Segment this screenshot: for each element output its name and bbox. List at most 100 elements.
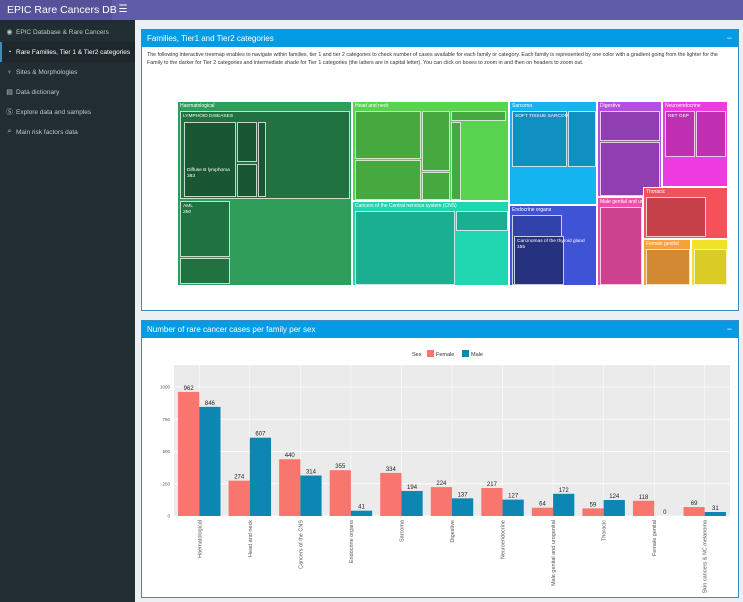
sidebar-item-risk-factors[interactable]: ⌕ Main risk factors data bbox=[0, 122, 135, 142]
category-tile[interactable] bbox=[451, 111, 506, 121]
bar-female bbox=[279, 459, 301, 516]
bar-female bbox=[178, 391, 200, 516]
sidebar-item-label: Explore data and samples bbox=[16, 108, 92, 116]
sidebar-item-rare-families[interactable]: ◔ Rare Families, Tier 1 & Tier2 categorie… bbox=[0, 42, 135, 62]
sidebar-item-sites-morphologies[interactable]: ♀ Sites & Morphologies bbox=[0, 62, 135, 82]
bar-male bbox=[350, 510, 373, 516]
family-tile[interactable]: Male genital and urogenital bbox=[597, 197, 643, 286]
category-tile[interactable] bbox=[600, 207, 642, 285]
menu-toggle-icon[interactable]: ☰ bbox=[118, 4, 128, 15]
category-tile[interactable] bbox=[600, 111, 660, 141]
category-tile[interactable]: AML 250 bbox=[180, 201, 230, 257]
book-icon: ▤ bbox=[6, 89, 13, 96]
treemap-description: The following interactive treemap enable… bbox=[147, 52, 718, 66]
x-tick-label: Endocrine organs bbox=[349, 520, 355, 563]
category-tile[interactable]: NET GEP bbox=[665, 111, 695, 157]
family-tile[interactable]: Digestive bbox=[597, 101, 662, 197]
bar-value-label: 137 bbox=[458, 492, 469, 498]
bar-value-label: 124 bbox=[609, 494, 620, 500]
family-label: Endocrine organs bbox=[512, 207, 552, 213]
category-tile[interactable]: SOFT TISSUE SARCOMA bbox=[512, 111, 572, 167]
category-tile[interactable] bbox=[237, 122, 257, 162]
category-tile[interactable]: Diffuse B lymphoma 383 bbox=[184, 122, 236, 197]
category-tile[interactable] bbox=[355, 111, 421, 159]
bar-value-label: 69 bbox=[691, 501, 698, 507]
family-tile[interactable]: Head and neck bbox=[352, 101, 509, 201]
bar-female bbox=[481, 488, 503, 516]
category-tile[interactable] bbox=[646, 249, 690, 285]
family-label: Thoracic bbox=[646, 189, 666, 195]
bar-value-label: 962 bbox=[184, 386, 195, 392]
sidebar-item-label: Data dictionary bbox=[16, 88, 60, 96]
category-tile[interactable]: LYMPHOID DISEASES Diffuse B lymphoma 383 bbox=[180, 111, 350, 199]
collapse-icon[interactable]: − bbox=[726, 324, 732, 334]
treemap[interactable]: Haematological LYMPHOID DISEASES Diffuse B… bbox=[177, 101, 729, 286]
family-label: Cancers of the Central nervous system (C… bbox=[355, 203, 457, 209]
category-tile[interactable] bbox=[422, 111, 450, 171]
category-tile[interactable] bbox=[451, 122, 461, 200]
category-count: 250 bbox=[183, 210, 192, 215]
category-tile[interactable] bbox=[422, 172, 450, 200]
family-label: Female genital bbox=[646, 241, 679, 247]
sidebar-item-epic-database[interactable]: ◉ EPIC Database & Rare Cancers bbox=[0, 22, 135, 42]
x-tick-label: Cancers of the CNS bbox=[298, 520, 304, 569]
s-circle-icon: Ⓢ bbox=[6, 109, 13, 116]
family-label: Male genital and urogenital bbox=[600, 199, 643, 205]
bar-value-label: 314 bbox=[306, 469, 317, 475]
bar-female bbox=[430, 487, 452, 516]
family-tile[interactable]: Female genital bbox=[643, 239, 691, 286]
family-tile[interactable]: Cancers of the Central nervous system (C… bbox=[352, 201, 509, 286]
bar-male bbox=[401, 490, 423, 516]
bar-value-label: 355 bbox=[335, 464, 346, 470]
sidebar-item-explore-data[interactable]: Ⓢ Explore data and samples bbox=[0, 102, 135, 122]
category-label: NET GEP bbox=[668, 114, 689, 119]
family-tile[interactable]: Endocrine organs Carcinomas of the thyroi… bbox=[509, 205, 597, 286]
bar-male bbox=[452, 498, 474, 516]
bar-female bbox=[380, 472, 402, 516]
sidebar-item-label: Rare Families, Tier 1 & Tier2 categories bbox=[16, 48, 131, 56]
bar-value-label: 224 bbox=[436, 481, 447, 487]
category-tile[interactable] bbox=[568, 111, 596, 167]
y-tick-label: 750 bbox=[162, 417, 170, 422]
app-title[interactable]: EPIC Rare Cancers DB bbox=[0, 0, 117, 20]
female-icon: ♀ bbox=[6, 68, 13, 76]
category-tile[interactable] bbox=[646, 197, 706, 237]
family-tile[interactable]: Haematological LYMPHOID DISEASES Diffuse B… bbox=[177, 101, 352, 286]
family-tile[interactable] bbox=[691, 239, 728, 286]
family-tile[interactable]: Sarcoma SOFT TISSUE SARCOMA bbox=[509, 101, 597, 205]
bar-male bbox=[502, 499, 524, 516]
bar-female bbox=[329, 470, 351, 516]
family-tile[interactable]: Neuroendocrine NET GEP bbox=[662, 101, 728, 187]
legend-swatch bbox=[462, 350, 469, 357]
category-tile[interactable] bbox=[456, 211, 508, 231]
sidebar-item-label: Sites & Morphologies bbox=[16, 68, 78, 76]
y-tick-label: 0 bbox=[167, 514, 170, 519]
sidebar-item-data-dictionary[interactable]: ▤ Data dictionary bbox=[0, 82, 135, 102]
treemap-box-title: Families, Tier1 and Tier2 categories bbox=[147, 34, 274, 43]
bar-value-label: 127 bbox=[508, 494, 519, 500]
bar-female bbox=[531, 507, 554, 516]
category-label: Diffuse B lymphoma 383 bbox=[187, 168, 230, 179]
x-tick-label: Female genital bbox=[652, 520, 658, 556]
chart-box: Number of rare cancer cases per family p… bbox=[141, 320, 739, 598]
bar-female bbox=[228, 480, 250, 516]
family-tile[interactable]: Thoracic bbox=[643, 187, 728, 239]
x-tick-label: Digestive bbox=[450, 520, 456, 543]
bar-male bbox=[553, 493, 575, 516]
category-tile[interactable] bbox=[355, 211, 455, 285]
category-tile[interactable] bbox=[694, 249, 727, 285]
x-tick-label: Skin cancers & NC melanoma bbox=[703, 519, 709, 593]
category-tile[interactable] bbox=[237, 164, 257, 197]
x-tick-label: Male genital and urogenital bbox=[551, 520, 557, 586]
category-tile[interactable]: Carcinomas of the thyroid gland 155 bbox=[514, 236, 585, 285]
chart-box-header: Number of rare cancer cases per family p… bbox=[142, 321, 738, 338]
category-tile[interactable] bbox=[180, 258, 230, 284]
category-tile[interactable] bbox=[696, 111, 726, 157]
bar-female bbox=[582, 508, 604, 516]
x-tick-label: Neuroendocrine bbox=[501, 520, 507, 559]
bar-value-label: 59 bbox=[590, 502, 597, 508]
collapse-icon[interactable]: − bbox=[726, 33, 732, 43]
category-tile[interactable] bbox=[355, 160, 421, 200]
category-label: AML 250 bbox=[183, 204, 193, 215]
category-tile[interactable] bbox=[258, 122, 266, 197]
